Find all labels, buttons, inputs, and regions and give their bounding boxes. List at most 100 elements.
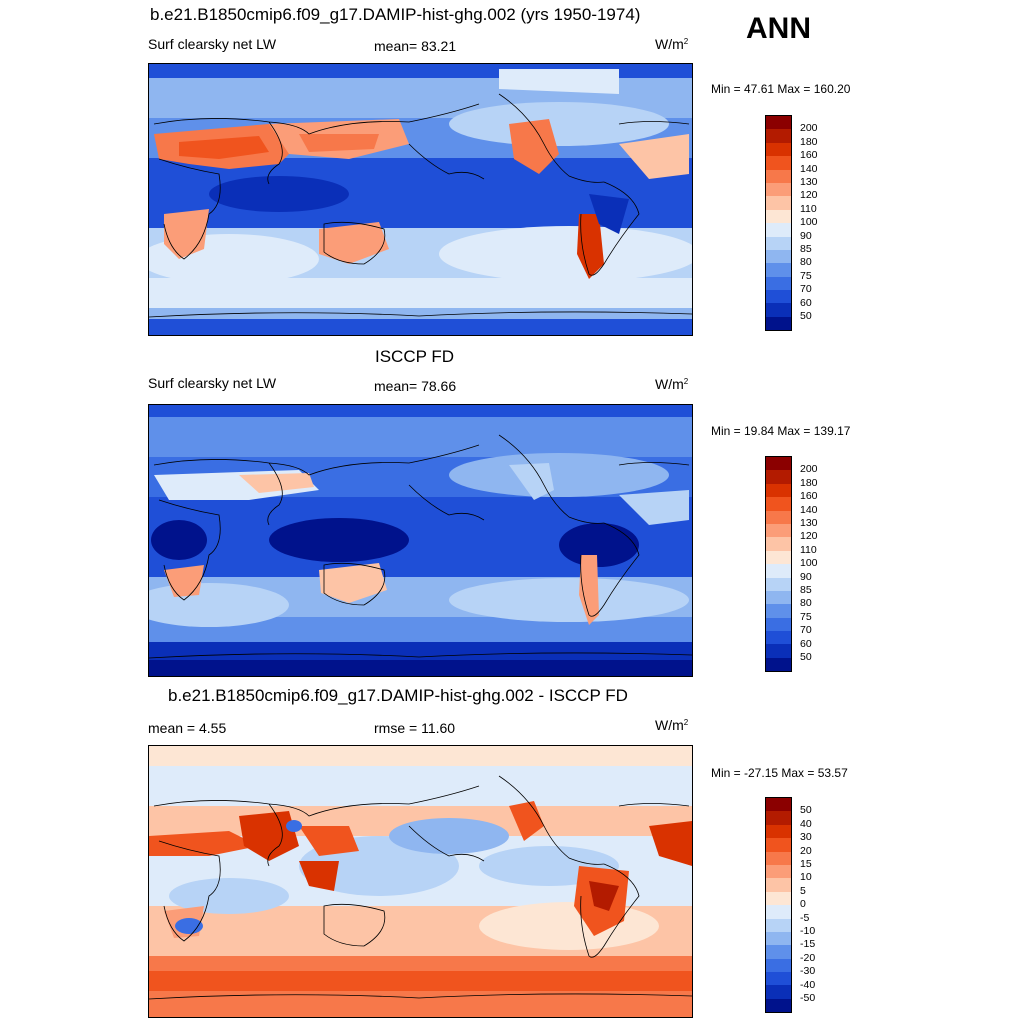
colorbar-tick-label: -30 <box>800 965 816 978</box>
panel-2-field-label: Surf clearsky net LW <box>148 375 277 391</box>
colorbar-tick-label: 110 <box>800 543 817 556</box>
colorbar-swatch <box>766 290 791 304</box>
colorbar-tick-label: 15 <box>800 858 812 870</box>
colorbar-tick-label: 30 <box>800 831 812 844</box>
colorbar-tick-label: 50 <box>800 651 812 663</box>
colorbar-swatch <box>766 249 791 264</box>
colorbar-tick-label: 110 <box>800 202 817 215</box>
colorbar-swatch <box>766 470 791 484</box>
colorbar-swatch <box>766 169 791 183</box>
colorbar-swatch <box>766 945 791 959</box>
colorbar-tick-label: 120 <box>800 530 818 543</box>
colorbar-swatch <box>766 878 791 892</box>
colorbar-swatch <box>766 864 791 879</box>
colorbar-swatch <box>766 604 791 618</box>
colorbar-tick-label: 5 <box>800 884 806 897</box>
panel-3-mean-label: mean = 4.55 <box>148 720 227 736</box>
panel-3-rmse-label: rmse = 11.60 <box>374 720 456 736</box>
colorbar-tick-label: 80 <box>800 256 812 269</box>
colorbar-swatch <box>766 263 791 277</box>
season-label: ANN <box>746 12 811 45</box>
colorbar-tick-label: 50 <box>800 804 812 817</box>
colorbar-swatch <box>766 129 791 143</box>
colorbar-swatch <box>766 223 791 237</box>
panel-2-title: ISCCP FD <box>375 347 455 366</box>
colorbar-swatch <box>766 523 791 538</box>
colorbar-swatch <box>766 510 791 524</box>
colorbar-tick-label: -20 <box>800 951 816 964</box>
colorbar-swatch <box>766 998 791 1013</box>
colorbar-swatch <box>766 931 791 946</box>
colorbar-swatch <box>766 631 791 645</box>
panel-3-map <box>148 745 693 1018</box>
colorbar-tick-label: 160 <box>800 149 818 162</box>
colorbar-swatch <box>766 577 791 591</box>
colorbar-tick-label: 0 <box>800 898 806 911</box>
panel-3-title: b.e21.B1850cmip6.f09_g17.DAMIP-hist-ghg.… <box>168 686 628 705</box>
colorbar-tick-label: 70 <box>800 624 812 637</box>
colorbar-swatch <box>766 657 791 672</box>
colorbar-tick-label: -10 <box>800 925 816 937</box>
colorbar-swatch <box>766 497 791 511</box>
panel-1-title: b.e21.B1850cmip6.f09_g17.DAMIP-hist-ghg.… <box>150 5 641 24</box>
colorbar-swatch <box>766 564 791 578</box>
colorbar-swatch <box>766 905 791 919</box>
colorbar-swatch <box>766 824 791 839</box>
colorbar-swatch <box>766 236 791 250</box>
colorbar-tick-label: -5 <box>800 911 810 924</box>
panel-2-map <box>148 404 693 677</box>
colorbar-swatch <box>766 116 791 130</box>
colorbar-swatch <box>766 209 791 224</box>
colorbar-swatch <box>766 182 791 197</box>
colorbar-tick-label: 200 <box>800 463 818 476</box>
panel-1-units: W/m2 <box>655 36 689 52</box>
colorbar-swatch <box>766 617 791 632</box>
colorbar-tick-label: 85 <box>800 243 812 255</box>
colorbar-swatch <box>766 156 791 170</box>
colorbar-tick-label: 180 <box>800 135 818 148</box>
colorbar-tick-label: 130 <box>800 176 818 188</box>
colorbar-tick-label: -50 <box>800 992 816 1004</box>
colorbar-swatch <box>766 838 791 852</box>
panel-1-map <box>148 63 693 336</box>
panel-2-mean-label: mean= 78.66 <box>374 378 457 394</box>
colorbar-swatch <box>766 972 791 986</box>
colorbar-swatch <box>766 537 791 551</box>
colorbar-tick-label: 60 <box>800 296 812 309</box>
colorbar-swatch <box>766 590 791 605</box>
colorbar-swatch <box>766 303 791 317</box>
panel-1-colorbar <box>765 115 792 332</box>
colorbar-tick-label: 90 <box>800 570 812 583</box>
colorbar-swatch <box>766 550 791 565</box>
colorbar-swatch <box>766 851 791 865</box>
colorbar-tick-label: 130 <box>800 517 818 529</box>
colorbar-swatch <box>766 316 791 331</box>
panel-1-minmax: Min = 47.61 Max = 160.20 <box>711 82 851 96</box>
colorbar-swatch <box>766 457 791 471</box>
colorbar-swatch <box>766 891 791 906</box>
colorbar-swatch <box>766 958 791 973</box>
panel-2-units: W/m2 <box>655 376 689 392</box>
colorbar-swatch <box>766 918 791 932</box>
colorbar-tick-label: 120 <box>800 189 818 202</box>
panel-3-colorbar <box>765 797 792 1014</box>
colorbar-tick-label: 200 <box>800 122 818 135</box>
colorbar-tick-label: 100 <box>800 216 818 229</box>
colorbar-tick-label: 80 <box>800 597 812 610</box>
colorbar-tick-label: 180 <box>800 476 818 489</box>
colorbar-tick-label: -40 <box>800 978 816 991</box>
colorbar-tick-label: 140 <box>800 503 818 516</box>
colorbar-tick-label: 75 <box>800 269 812 282</box>
colorbar-swatch <box>766 483 791 498</box>
panel-3-minmax: Min = -27.15 Max = 53.57 <box>711 766 848 780</box>
colorbar-tick-label: -15 <box>800 938 816 951</box>
colorbar-swatch <box>766 276 791 291</box>
colorbar-tick-label: 75 <box>800 610 812 623</box>
colorbar-tick-label: 40 <box>800 817 812 830</box>
colorbar-tick-label: 10 <box>800 871 812 884</box>
colorbar-tick-label: 70 <box>800 283 812 296</box>
panel-1-field-label: Surf clearsky net LW <box>148 36 277 52</box>
colorbar-swatch <box>766 142 791 157</box>
colorbar-tick-label: 140 <box>800 162 818 175</box>
colorbar-tick-label: 100 <box>800 557 818 570</box>
